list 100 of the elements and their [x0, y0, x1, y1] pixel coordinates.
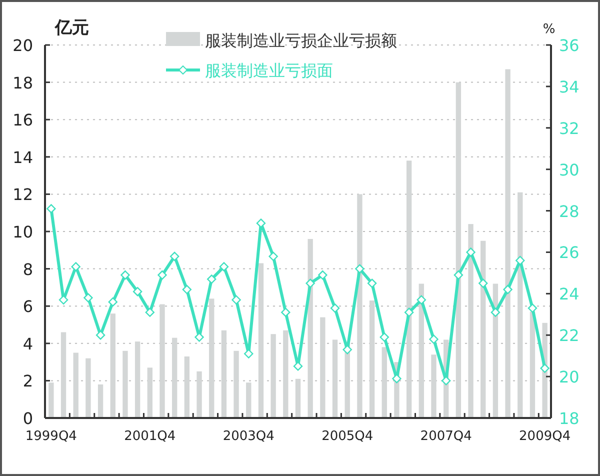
point: [454, 270, 464, 280]
x-tick-label: 2001Q4: [124, 429, 176, 444]
bar: [172, 338, 178, 418]
y-tick-label: 20: [12, 36, 33, 55]
point: [416, 295, 426, 304]
bar: [86, 358, 91, 418]
bar: [234, 350, 239, 418]
bar: [258, 263, 264, 418]
bar: [308, 238, 313, 418]
y2-tick-label: 36: [559, 36, 580, 55]
bar: [369, 300, 375, 418]
y2-tick-label: 22: [559, 326, 580, 346]
point: [120, 270, 130, 280]
bar: [320, 317, 326, 418]
point: [170, 252, 180, 261]
point: [132, 286, 142, 296]
y2-tick-label: 24: [559, 284, 580, 304]
y-tick-label: 4: [22, 334, 33, 354]
y2-tick-label: 26: [559, 243, 580, 262]
y-tick-label: 2: [22, 372, 33, 391]
bar: [295, 378, 301, 418]
point: [71, 262, 80, 272]
bar: [184, 356, 190, 418]
point: [96, 330, 106, 340]
x-tick-label: 2009Q4: [519, 429, 571, 444]
y-axis-title: 亿元: [54, 18, 89, 38]
x-tick-label: 2003Q4: [222, 429, 274, 444]
point: [207, 274, 216, 284]
bar: [332, 340, 338, 418]
point: [367, 278, 377, 288]
point: [232, 295, 241, 304]
bar: [406, 160, 412, 418]
bar: [456, 82, 462, 418]
x-tick-label: 2007Q4: [420, 429, 472, 444]
y2-tick-label: 20: [559, 368, 580, 387]
y-tick-label: 12: [12, 185, 33, 204]
point: [478, 278, 488, 288]
point: [268, 252, 278, 261]
bar: [134, 342, 140, 418]
point: [516, 256, 525, 266]
point: [330, 304, 340, 313]
bar: [530, 312, 536, 418]
bar: [480, 240, 486, 418]
bar: [147, 368, 152, 418]
point: [281, 308, 290, 317]
bar: [382, 347, 387, 418]
bar: [270, 334, 276, 418]
point: [503, 284, 512, 294]
legend-label: 服装制造业亏损面: [205, 61, 333, 80]
bar: [505, 69, 510, 418]
bar: [73, 352, 78, 418]
bar: [221, 330, 227, 418]
bar: [518, 192, 523, 418]
bar: [160, 304, 165, 418]
bar: [48, 382, 54, 418]
y-tick-label: 6: [22, 297, 33, 316]
y-tick-label: 10: [12, 222, 33, 242]
point: [58, 295, 68, 304]
y2-tick-label: 30: [559, 160, 580, 180]
point: [84, 293, 93, 302]
bar: [60, 332, 66, 418]
point: [540, 364, 550, 373]
point: [158, 270, 167, 280]
point: [219, 262, 229, 272]
y-tick-label: 18: [12, 73, 33, 92]
point: [528, 304, 538, 313]
point: [108, 297, 118, 307]
y2-axis-title: %: [542, 22, 556, 37]
y-tick-label: 16: [12, 110, 33, 130]
x-tick-label: 1999Q4: [25, 429, 77, 444]
y2-tick-label: 18: [559, 409, 580, 428]
bar: [246, 382, 252, 418]
bar: [209, 298, 214, 418]
y2-tick-label: 28: [559, 202, 580, 221]
bar: [122, 350, 128, 418]
bar: [357, 194, 362, 418]
point: [355, 264, 364, 274]
bar: [110, 314, 116, 418]
y-tick-label: 8: [22, 260, 33, 279]
point: [380, 332, 389, 342]
point: [145, 308, 154, 317]
point: [318, 270, 328, 280]
y2-tick-label: 34: [559, 77, 580, 96]
point: [182, 284, 192, 294]
y2-tick-label: 32: [559, 118, 580, 138]
legend-label: 服装制造业亏损企业亏损额: [205, 31, 397, 50]
bar: [196, 371, 202, 418]
point: [490, 308, 500, 317]
point: [466, 248, 476, 257]
point: [293, 362, 303, 371]
bar: [431, 354, 436, 418]
bar: [98, 384, 104, 418]
x-tick-label: 2005Q4: [322, 429, 374, 444]
bar: [283, 330, 288, 418]
point: [46, 204, 56, 214]
y-tick-label: 0: [22, 409, 33, 428]
point: [256, 218, 266, 228]
bar: [468, 224, 474, 418]
point: [306, 278, 315, 288]
y-tick-label: 14: [12, 148, 33, 167]
